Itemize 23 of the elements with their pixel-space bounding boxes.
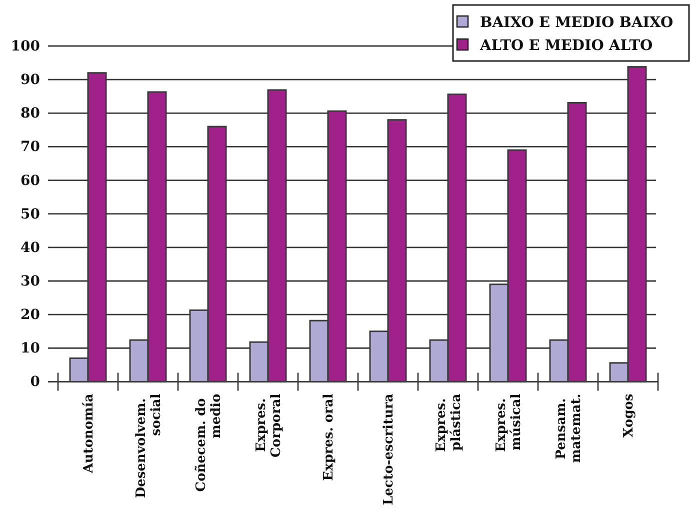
y-tick-label: 40 xyxy=(20,240,40,256)
y-tick-label: 30 xyxy=(20,273,40,290)
x-tick-label: Expres. Corporal xyxy=(254,394,284,458)
y-tick-label: 0 xyxy=(30,374,40,390)
y-tick-label: 20 xyxy=(20,307,40,324)
x-tick-label: Coñecem. do medio xyxy=(194,393,224,492)
y-tick-label: 50 xyxy=(20,206,40,222)
x-tick-label: Expres. músical xyxy=(494,394,524,452)
legend-label: BAIXO E MEDIO BAIXO xyxy=(480,14,674,31)
x-tick-label: Desenvolvem. social xyxy=(134,394,164,498)
x-tick-label: Expres. oral xyxy=(322,394,336,481)
x-tick-label: Pensam. matemat. xyxy=(554,394,584,463)
y-tick-label: 60 xyxy=(20,172,40,189)
x-tick-label: Expres. plástica xyxy=(434,393,464,452)
y-tick-label: 70 xyxy=(20,139,40,156)
x-tick-label: Lecto-escritura xyxy=(382,393,396,506)
x-tick-label: Xogos xyxy=(622,394,636,438)
x-tick-label: Autonomía xyxy=(82,393,96,474)
y-tick-label: 10 xyxy=(20,340,40,357)
y-tick-label: 100 xyxy=(10,38,40,54)
y-tick-label: 90 xyxy=(20,72,40,88)
legend-label: ALTO E MEDIO ALTO xyxy=(479,37,654,54)
y-tick-label: 80 xyxy=(20,106,40,122)
